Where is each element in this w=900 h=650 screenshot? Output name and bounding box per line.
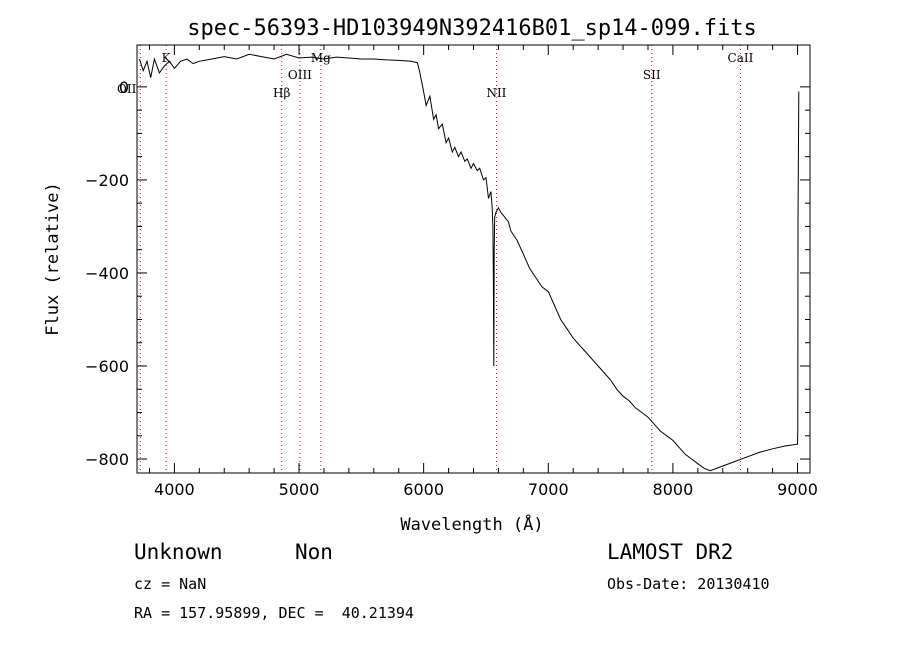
spectral-line-markers: OII K Hβ OIII Mg NII SII CaII <box>117 45 754 473</box>
x-tick-label: 8000 <box>653 480 694 499</box>
x-tick-label: 9000 <box>777 480 818 499</box>
y-tick-label: −800 <box>85 450 129 469</box>
ra-dec: RA = 157.95899, DEC = 40.21394 <box>134 604 414 622</box>
survey-name: LAMOST DR2 <box>607 540 734 564</box>
x-tick-label: 7000 <box>528 480 569 499</box>
x-tick-label: 6000 <box>403 480 444 499</box>
series-line <box>139 53 800 472</box>
x-axis-label: Wavelength (Å) <box>400 513 543 535</box>
line-label: Hβ <box>273 86 290 100</box>
y-tick-label: 0 <box>119 78 129 97</box>
line-label: CaII <box>728 51 754 65</box>
y-tick-label: −600 <box>85 357 129 376</box>
y-axis-label: Flux (relative) <box>43 182 63 336</box>
line-label: OIII <box>288 68 312 82</box>
line-label: SII <box>643 68 661 82</box>
y-axis: 0 −200 −400 −600 −800 <box>85 78 810 469</box>
x-axis: 4000 5000 6000 7000 8000 9000 <box>148 45 818 499</box>
flux-series <box>139 53 800 472</box>
y-tick-label: −200 <box>85 171 129 190</box>
object-subclass: Non <box>295 540 333 564</box>
line-label: K <box>162 51 172 65</box>
x-tick-label: 5000 <box>279 480 320 499</box>
object-class: Unknown <box>134 540 223 564</box>
line-label: OII <box>117 82 137 96</box>
y-tick-label: −400 <box>85 264 129 283</box>
redshift-cz: cz = NaN <box>134 575 207 593</box>
x-tick-label: 4000 <box>154 480 195 499</box>
line-label: NII <box>486 86 506 100</box>
obs-date: Obs-Date: 20130410 <box>607 575 770 593</box>
line-label: Mg <box>311 51 331 65</box>
chart-title: spec-56393-HD103949N392416B01_sp14-099.f… <box>187 16 757 41</box>
plot-frame <box>136 44 811 474</box>
